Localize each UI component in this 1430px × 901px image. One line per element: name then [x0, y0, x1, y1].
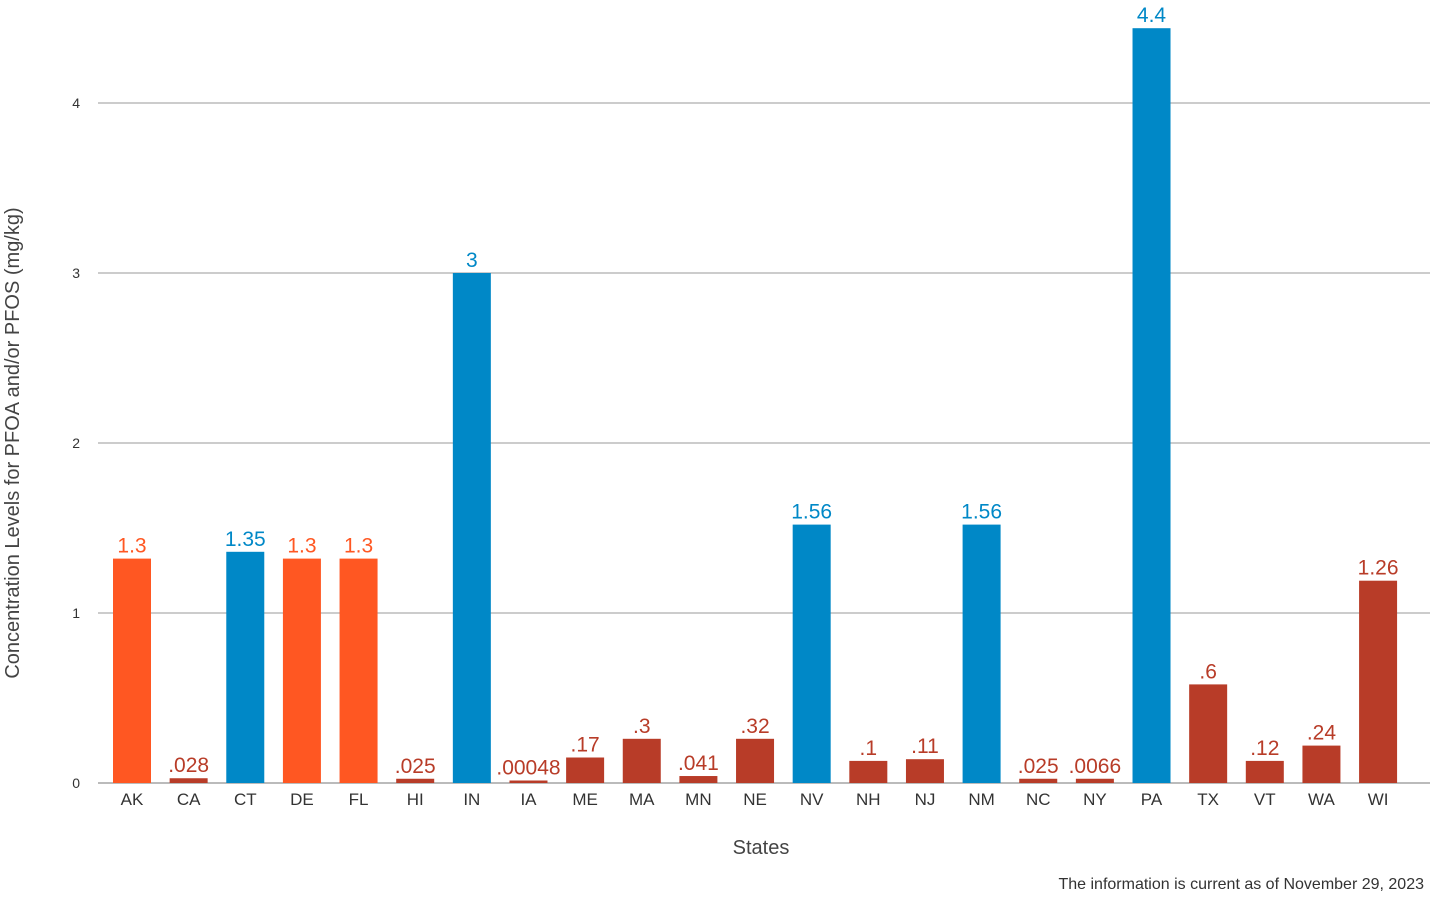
data-label-ia: .00048 — [496, 757, 560, 780]
x-tick-label: HI — [407, 790, 424, 809]
data-label-ny: .0066 — [1069, 755, 1122, 778]
x-tick-label: CA — [177, 790, 201, 809]
bar-ny — [1075, 778, 1114, 783]
data-labels: 1.3 .028 1.35 1.3 1.3 .025 3 .00048 .17 .3 .041 .32… — [117, 4, 1398, 779]
x-tick-label: MA — [629, 790, 655, 809]
bar-vt — [1245, 760, 1284, 783]
x-tick-label: DE — [290, 790, 314, 809]
bar-nv — [792, 524, 831, 783]
data-label-hi: .025 — [395, 755, 436, 778]
x-tick-label: NY — [1083, 790, 1107, 809]
x-tick-label: FL — [349, 790, 369, 809]
data-label-tx: .6 — [1199, 660, 1217, 683]
x-tick-label: ME — [572, 790, 598, 809]
data-label-mn: .041 — [678, 752, 719, 775]
x-tick-label: NM — [968, 790, 994, 809]
data-label-ca: .028 — [168, 754, 209, 777]
x-tick-label: NV — [800, 790, 824, 809]
bar-ma — [622, 738, 661, 783]
y-axis-ticks: 0 1 2 3 4 — [72, 95, 80, 791]
x-axis-ticks: AK CA CT DE FL HI IN IA ME MA MN NE NV NH NJ NM NC NY PA TX… — [121, 790, 1389, 809]
data-label-nm: 1.56 — [961, 501, 1002, 524]
y-tick-label: 2 — [72, 435, 80, 451]
x-tick-label: NC — [1026, 790, 1051, 809]
bar-ne — [736, 738, 775, 783]
data-label-me: .17 — [571, 734, 600, 757]
x-tick-label: VT — [1254, 790, 1276, 809]
x-tick-label: CT — [234, 790, 257, 809]
y-tick-label: 3 — [72, 265, 80, 281]
bar-me — [566, 757, 605, 783]
data-label-fl: 1.3 — [344, 535, 373, 558]
bar-mn — [679, 776, 718, 783]
x-tick-label: NE — [743, 790, 767, 809]
data-label-wa: .24 — [1307, 722, 1337, 745]
bar-wi — [1359, 580, 1398, 783]
y-axis-title: Concentration Levels for PFOA and/or PFO… — [2, 207, 24, 678]
data-label-ma: .3 — [633, 715, 651, 738]
data-label-de: 1.3 — [287, 535, 316, 558]
bar-ca — [169, 778, 208, 783]
data-label-ct: 1.35 — [225, 528, 266, 551]
bar-nc — [1019, 778, 1058, 783]
y-tick-label: 4 — [72, 95, 80, 111]
bar-ak — [113, 558, 151, 783]
bar-wa — [1302, 745, 1341, 783]
x-tick-label: NJ — [915, 790, 936, 809]
bar-fl — [339, 558, 378, 783]
data-label-nj: .11 — [911, 735, 939, 758]
bar-ia — [509, 780, 548, 783]
x-tick-label: PA — [1141, 790, 1163, 809]
bar-nj — [905, 759, 944, 783]
data-label-wi: 1.26 — [1358, 557, 1399, 580]
data-label-vt: .12 — [1250, 737, 1279, 760]
y-tick-label: 0 — [72, 775, 80, 791]
data-label-nc: .025 — [1018, 755, 1059, 778]
bar-nm — [962, 524, 1001, 783]
data-label-pa: 4.4 — [1137, 4, 1167, 27]
bar-ct — [226, 551, 265, 783]
x-tick-label: WI — [1368, 790, 1389, 809]
data-label-ak: 1.3 — [117, 535, 146, 558]
x-tick-label: IN — [463, 790, 480, 809]
data-label-nv: 1.56 — [791, 501, 832, 524]
bars — [113, 28, 1398, 783]
x-tick-label: MN — [685, 790, 711, 809]
bar-in — [452, 273, 491, 783]
data-label-nh: .1 — [860, 737, 878, 760]
bar-nh — [849, 760, 888, 783]
x-tick-label: WA — [1308, 790, 1335, 809]
bar-pa — [1132, 28, 1171, 783]
y-tick-label: 1 — [72, 605, 80, 621]
bar-de — [282, 558, 321, 783]
bar-hi — [396, 778, 435, 783]
x-tick-label: IA — [520, 790, 537, 809]
data-label-ne: .32 — [740, 715, 769, 738]
bar-tx — [1189, 684, 1228, 783]
footnote: The information is current as of Novembe… — [1058, 876, 1424, 893]
x-tick-label: NH — [856, 790, 881, 809]
x-tick-label: TX — [1197, 790, 1219, 809]
x-tick-label: AK — [121, 790, 144, 809]
x-axis-title: States — [733, 837, 790, 859]
data-label-in: 3 — [466, 249, 478, 272]
